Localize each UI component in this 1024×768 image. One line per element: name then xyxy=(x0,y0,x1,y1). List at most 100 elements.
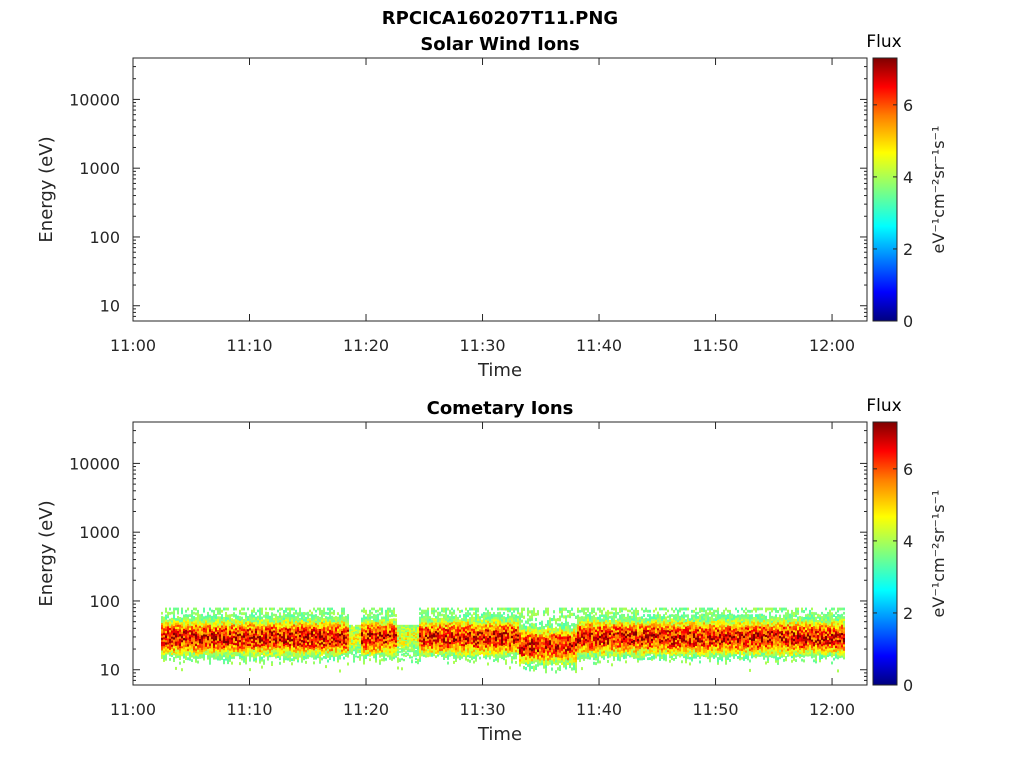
flux-cell xyxy=(267,616,269,620)
flux-cell xyxy=(347,648,349,652)
flux-cell xyxy=(469,617,471,621)
flux-cell xyxy=(573,612,575,616)
flux-cell xyxy=(581,620,583,623)
flux-cell xyxy=(345,652,347,655)
flux-cell xyxy=(409,624,411,627)
flux-cell xyxy=(411,639,413,642)
flux-cell xyxy=(481,615,483,619)
flux-cell xyxy=(449,620,451,623)
flux-cell xyxy=(429,624,431,628)
flux-cell xyxy=(191,612,193,615)
flux-cell xyxy=(313,649,315,653)
flux-cell xyxy=(191,627,193,631)
flux-cell xyxy=(421,651,423,655)
flux-cell xyxy=(297,621,299,625)
flux-cell xyxy=(289,650,291,653)
flux-cell xyxy=(311,652,313,656)
flux-cell xyxy=(251,632,253,635)
flux-cell xyxy=(521,648,523,652)
flux-cell xyxy=(267,640,269,644)
flux-cell xyxy=(599,651,601,655)
flux-cell xyxy=(519,612,521,616)
flux-cell xyxy=(221,616,223,619)
flux-cell xyxy=(573,651,575,655)
flux-cell xyxy=(573,623,575,627)
flux-cell xyxy=(381,631,383,635)
flux-cell xyxy=(619,619,621,623)
flux-cell xyxy=(285,653,287,656)
flux-cell xyxy=(219,607,221,611)
flux-cell xyxy=(255,632,257,636)
flux-cell xyxy=(333,651,335,655)
flux-cell xyxy=(291,634,293,637)
flux-cell xyxy=(393,654,395,658)
flux-cell xyxy=(315,648,317,652)
flux-cell xyxy=(551,644,553,648)
flux-cell xyxy=(563,615,565,619)
flux-cell xyxy=(379,631,381,635)
flux-cell xyxy=(163,647,165,651)
flux-cell xyxy=(397,624,399,627)
flux-cell xyxy=(469,636,471,640)
flux-cell xyxy=(427,648,429,651)
flux-cell xyxy=(523,636,525,641)
flux-cell xyxy=(605,619,607,623)
flux-cell xyxy=(247,653,249,657)
flux-cell xyxy=(393,656,395,660)
flux-cell xyxy=(231,635,233,638)
flux-cell xyxy=(233,630,235,634)
flux-cell xyxy=(601,642,603,646)
flux-cell xyxy=(253,621,255,625)
panel-title: Cometary Ions xyxy=(427,398,574,419)
flux-cell xyxy=(383,627,385,631)
flux-cell xyxy=(233,621,235,625)
flux-cell xyxy=(213,621,215,625)
flux-cell xyxy=(571,644,573,648)
flux-cell xyxy=(479,618,481,621)
flux-cell xyxy=(437,647,439,651)
flux-cell xyxy=(195,657,197,661)
flux-cell xyxy=(403,659,405,662)
flux-cell xyxy=(197,609,199,613)
flux-cell xyxy=(311,654,313,658)
flux-cell xyxy=(165,625,167,629)
flux-cell xyxy=(189,649,191,652)
flux-cell xyxy=(559,628,561,632)
flux-cell xyxy=(161,624,163,628)
flux-cell xyxy=(255,648,257,652)
flux-cell xyxy=(499,642,501,646)
flux-cell xyxy=(545,610,547,614)
flux-cell xyxy=(615,627,617,631)
flux-cell xyxy=(613,646,615,650)
flux-cell xyxy=(597,646,599,650)
flux-cell xyxy=(513,614,515,618)
flux-cell xyxy=(271,628,273,632)
flux-cell xyxy=(275,653,277,657)
flux-cell xyxy=(205,619,207,623)
flux-cell xyxy=(189,629,191,633)
flux-cell xyxy=(495,655,497,659)
flux-cell xyxy=(285,644,287,648)
flux-cell xyxy=(383,620,385,624)
flux-cell xyxy=(243,637,245,640)
flux-cell xyxy=(281,617,283,621)
flux-cell xyxy=(429,635,431,638)
flux-cell xyxy=(547,625,549,629)
flux-cell xyxy=(553,645,555,649)
flux-cell xyxy=(343,612,345,615)
flux-cell xyxy=(585,645,587,648)
flux-cell xyxy=(615,648,617,651)
flux-cell xyxy=(585,638,587,642)
flux-cell xyxy=(575,632,577,636)
flux-cell xyxy=(447,640,449,644)
flux-cell xyxy=(165,621,167,625)
flux-cell xyxy=(259,644,261,648)
flux-cell xyxy=(565,628,567,632)
flux-cell xyxy=(583,607,585,611)
flux-cell xyxy=(241,623,243,627)
flux-cell xyxy=(531,655,533,659)
flux-cell xyxy=(203,633,205,637)
flux-cell xyxy=(521,660,523,664)
flux-cell xyxy=(613,630,615,634)
flux-cell xyxy=(219,653,221,657)
